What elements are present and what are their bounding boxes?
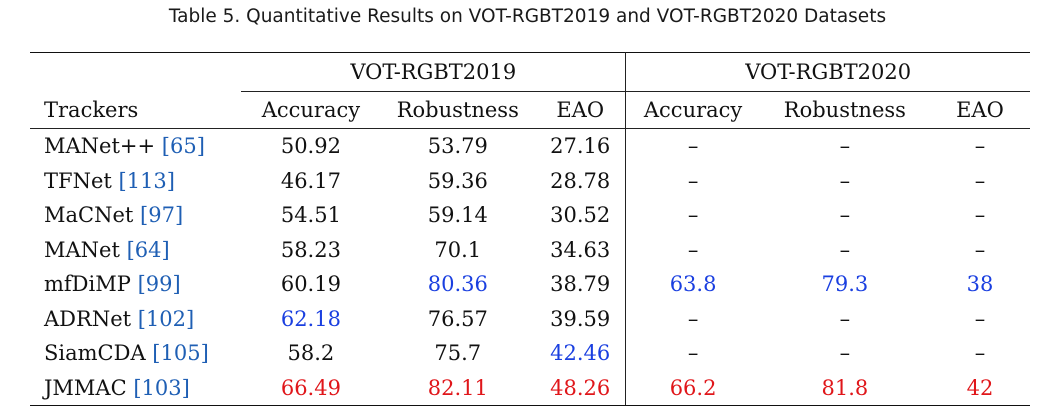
citation-link[interactable]: [64]: [126, 237, 170, 262]
value-cell: 53.79: [380, 128, 536, 164]
group-header-vot2019: VOT-RGBT2019: [241, 52, 627, 92]
value-cell: 42: [929, 370, 1030, 406]
table-row: TFNet [113] 46.17 59.36 28.78 – – –: [30, 163, 1030, 199]
value-cell: 81.8: [759, 370, 930, 406]
citation-link[interactable]: [65]: [161, 134, 205, 159]
value-cell: 60.19: [280, 272, 341, 297]
value-cell: –: [974, 203, 986, 228]
value-cell: –: [974, 168, 986, 193]
value-cell: –: [687, 306, 699, 331]
value-cell: –: [687, 237, 699, 262]
citation-link[interactable]: [103]: [133, 375, 190, 400]
column-header-trackers: Trackers: [44, 97, 139, 122]
value-cell: 38: [966, 272, 994, 297]
column-header-accuracy-2019: Accuracy: [261, 98, 361, 122]
table-row: MANet [64] 58.23 70.1 34.63 – – –: [30, 232, 1030, 268]
value-cell: 59.36: [427, 168, 488, 193]
value-cell: –: [839, 168, 851, 193]
value-cell: –: [687, 341, 699, 366]
value-cell: 28.78: [535, 163, 627, 198]
value-cell: –: [759, 128, 930, 164]
value-cell: 38.79: [535, 267, 627, 302]
value-cell: 34.63: [535, 232, 627, 267]
citation-link[interactable]: [113]: [118, 168, 175, 193]
citation-link[interactable]: [99]: [137, 272, 181, 297]
column-header-robustness-2020: Robustness: [783, 98, 906, 122]
tracker-name: TFNet: [44, 168, 112, 193]
value-cell: –: [974, 306, 986, 331]
value-cell: 66.2: [625, 370, 760, 406]
value-cell: 82.11: [380, 370, 536, 406]
column-header-accuracy-2020: Accuracy: [643, 98, 743, 122]
value-cell: 46.17: [280, 168, 341, 193]
column-header-eao-2020: EAO: [956, 98, 1004, 122]
value-cell: 54.51: [280, 203, 341, 228]
value-cell: –: [839, 341, 851, 366]
table-body: MANet++ [65] 50.92 53.79 27.16– – – TFNet [113…: [30, 128, 1030, 406]
value-cell: 66.49: [241, 370, 381, 406]
value-cell: 58.2: [287, 341, 335, 366]
tracker-name-cell: MaCNet [97]: [30, 198, 241, 233]
tracker-name: ADRNet: [44, 306, 132, 331]
tracker-name: JMMAC: [44, 375, 127, 400]
table-row: ADRNet [102] 62.18 76.57 39.59 – – –: [30, 301, 1030, 337]
value-cell: 58.23: [280, 237, 341, 262]
column-header-eao-2019: EAO: [535, 91, 627, 129]
table-row: JMMAC [103] 66.49 82.11 48.26 66.2 81.8 42: [30, 370, 1030, 406]
group-header-empty: [30, 53, 241, 92]
value-cell: –: [687, 168, 699, 193]
value-cell: 30.52: [535, 198, 627, 233]
table-row: MaCNet [97] 54.51 59.14 30.52 – – –: [30, 198, 1030, 233]
citation-link[interactable]: [105]: [152, 341, 209, 366]
tracker-name-cell: TFNet [113]: [30, 164, 241, 199]
column-header-robustness-2019: Robustness: [396, 98, 519, 122]
citation-link[interactable]: [97]: [140, 203, 184, 228]
tracker-name: SiamCDA: [44, 341, 146, 366]
table-row: SiamCDA [105] 58.2 75.7 42.46 – – –: [30, 336, 1030, 371]
tracker-name: MaCNet: [44, 203, 134, 228]
value-cell: 75.7: [434, 341, 482, 366]
value-cell: 63.8: [669, 272, 717, 297]
group-header-row: VOT-RGBT2019 VOT-RGBT2020: [30, 52, 1030, 92]
value-cell: 39.59: [535, 301, 627, 336]
value-cell: 27.16: [535, 128, 627, 164]
value-cell: –: [839, 306, 851, 331]
value-cell: –: [625, 128, 760, 164]
value-cell: 80.36: [427, 272, 488, 297]
value-cell: –: [974, 341, 986, 366]
value-cell: 50.92: [241, 128, 381, 164]
tracker-name-cell: ADRNet [102]: [30, 302, 241, 337]
value-cell: 79.3: [821, 272, 869, 297]
citation-link[interactable]: [102]: [137, 306, 195, 331]
tracker-name-cell: MANet++ [65]: [30, 128, 242, 164]
results-table: VOT-RGBT2019 VOT-RGBT2020 Trackers Accur…: [30, 52, 1030, 406]
value-cell: –: [687, 203, 699, 228]
tracker-name: MANet++: [44, 134, 156, 159]
value-cell: 76.57: [427, 306, 488, 331]
group-header-vot2020: VOT-RGBT2020: [625, 52, 1030, 92]
table-caption: Table 5. Quantitative Results on VOT-RGB…: [168, 6, 887, 27]
value-cell: –: [839, 203, 851, 228]
value-cell: 42.46: [535, 336, 627, 371]
value-cell: 62.18: [280, 306, 341, 331]
table-row: mfDiMP [99] 60.19 80.36 38.79 63.8 79.3 38: [30, 267, 1030, 302]
table-row: MANet++ [65] 50.92 53.79 27.16– – –: [30, 128, 1030, 164]
tracker-name-cell: SiamCDA [105]: [30, 336, 241, 371]
value-cell: –: [839, 237, 851, 262]
value-cell: –: [929, 128, 1030, 164]
tracker-name-cell: mfDiMP [99]: [30, 267, 241, 302]
column-header-row: Trackers Accuracy Robustness EAO Accurac…: [30, 91, 1030, 129]
value-cell: 48.26: [535, 370, 627, 406]
value-cell: 70.1: [434, 237, 482, 262]
value-cell: 59.14: [427, 203, 488, 228]
tracker-name: mfDiMP: [44, 272, 131, 297]
value-cell: –: [974, 237, 986, 262]
tracker-name-cell: JMMAC [103]: [30, 370, 242, 406]
tracker-name: MANet: [44, 237, 120, 262]
tracker-name-cell: MANet [64]: [30, 233, 241, 268]
